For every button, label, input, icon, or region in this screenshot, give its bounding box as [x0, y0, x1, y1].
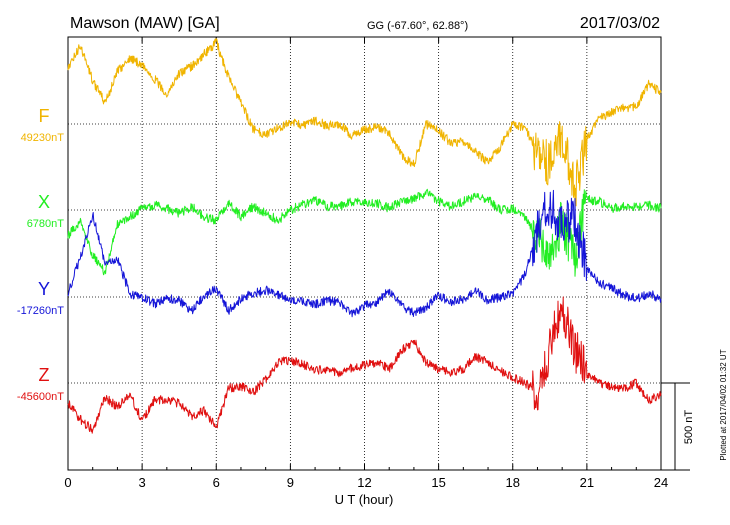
series-line-y	[67, 189, 662, 318]
series-baseline-f: 49230nT	[21, 132, 65, 144]
series-label-layer: F 49230nT X 6780nT Y -17260nT Z -45600nT	[17, 106, 64, 403]
x-axis-label: U T (hour)	[335, 492, 394, 507]
x-tick-layer: 0 3 6 9 12 15 18 21 24	[64, 37, 668, 490]
date-label: 2017/03/02	[580, 15, 660, 32]
x-tick-label: 15	[431, 475, 445, 490]
x-tick-label: 21	[580, 475, 594, 490]
series-name-y: Y	[38, 279, 50, 299]
station-title: Mawson (MAW) [GA]	[70, 15, 220, 32]
series-baseline-y: -17260nT	[17, 305, 64, 317]
x-tick-label: 9	[287, 475, 294, 490]
series-baseline-x: 6780nT	[27, 218, 65, 230]
series-line-z	[67, 296, 662, 434]
series-name-x: X	[38, 192, 50, 212]
x-tick-label: 3	[139, 475, 146, 490]
grid-layer	[68, 37, 661, 470]
scale-bar-label: 500 nT	[683, 410, 695, 445]
series-name-z: Z	[39, 365, 50, 385]
x-tick-label: 0	[64, 475, 71, 490]
x-tick-label: 12	[357, 475, 371, 490]
x-tick-label: 24	[654, 475, 668, 490]
series-line-f	[67, 38, 662, 207]
scale-bar	[661, 382, 690, 471]
coordinates-label: GG (-67.60°, 62.88°)	[367, 20, 468, 32]
x-tick-label: 6	[213, 475, 220, 490]
series-layer	[67, 38, 662, 434]
series-baseline-z: -45600nT	[17, 391, 64, 403]
plotted-at-note: Plotted at 2017/04/02 01:32 UT	[719, 349, 728, 460]
series-name-f: F	[39, 106, 50, 126]
x-tick-label: 18	[506, 475, 520, 490]
